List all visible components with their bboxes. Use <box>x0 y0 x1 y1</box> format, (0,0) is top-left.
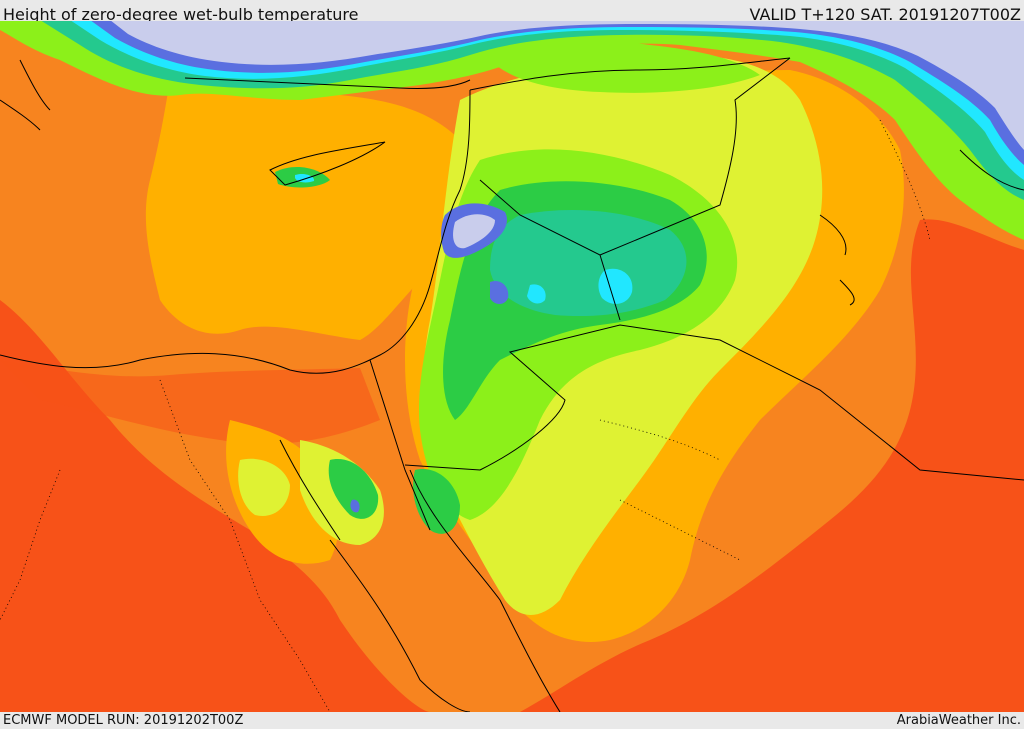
map-footer-bar: ECMWF MODEL RUN: 20191202T00Z ArabiaWeat… <box>0 712 1024 729</box>
coastlines-and-borders <box>0 57 1024 713</box>
sinai-core <box>350 499 360 513</box>
teal-band-region <box>490 210 687 317</box>
gold-band-region <box>145 80 464 340</box>
lowest-band-region <box>453 214 495 249</box>
yellow-band-region <box>238 458 290 516</box>
red-orange-band-region <box>0 300 430 712</box>
map-header-bar: Height of zero-degree wet-bulb temperatu… <box>0 0 1024 21</box>
red-orange-band-region <box>520 219 1024 712</box>
lowest-band-region <box>110 20 1024 150</box>
cyan-band-region <box>527 284 546 304</box>
map-title: Height of zero-degree wet-bulb temperatu… <box>3 5 359 21</box>
red-orange-band-region <box>0 360 380 444</box>
valid-time-label: VALID T+120 SAT. 20191207T00Z <box>749 5 1021 21</box>
model-run-label: ECMWF MODEL RUN: 20191202T00Z <box>3 713 244 728</box>
credit-label: ArabiaWeather Inc. <box>896 713 1021 728</box>
blue-band-region <box>490 280 509 304</box>
green-band-region <box>328 459 379 519</box>
dotted-admin-borders <box>0 119 931 713</box>
